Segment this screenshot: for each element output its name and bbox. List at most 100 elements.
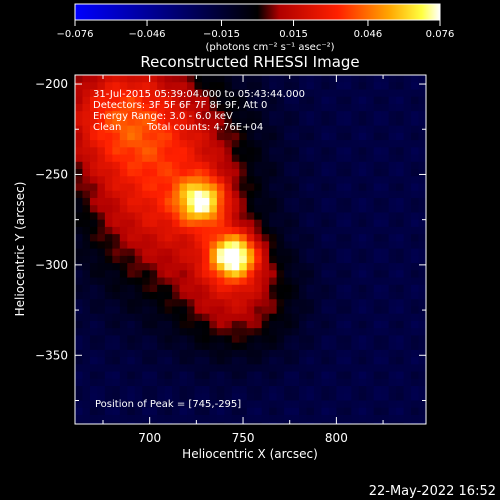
- heatmap-cell: [299, 270, 308, 279]
- heatmap-cell: [396, 422, 405, 424]
- heatmap-cell: [261, 154, 270, 163]
- heatmap-cell: [172, 335, 181, 344]
- heatmap-cell: [366, 205, 375, 213]
- heatmap-cell: [306, 248, 315, 257]
- heatmap-cell: [82, 386, 91, 394]
- heatmap-cell: [119, 335, 128, 344]
- heatmap-cell: [306, 277, 315, 286]
- heatmap-cell: [299, 349, 308, 358]
- heatmap-cell: [328, 132, 337, 141]
- heatmap-cell: [403, 161, 412, 170]
- heatmap-cell: [75, 342, 83, 351]
- heatmap-cell: [381, 190, 390, 199]
- heatmap-cell: [276, 407, 285, 416]
- heatmap-cell: [396, 234, 405, 242]
- heatmap-cell: [351, 234, 360, 242]
- heatmap-cell: [142, 234, 151, 242]
- heatmap-cell: [89, 89, 98, 98]
- heatmap-cell: [209, 328, 218, 336]
- heatmap-cell: [313, 248, 322, 257]
- heatmap-cell: [179, 75, 188, 83]
- heatmap-cell: [321, 147, 330, 156]
- heatmap-cell: [75, 226, 83, 235]
- heatmap-cell: [366, 291, 375, 300]
- heatmap-cell: [127, 270, 136, 279]
- heatmap-cell: [418, 241, 426, 250]
- heatmap-cell: [358, 219, 367, 228]
- heatmap-cell: [231, 219, 240, 228]
- heatmap-cell: [411, 407, 420, 416]
- heatmap-cell: [373, 96, 382, 105]
- heatmap-cell: [172, 147, 181, 156]
- heatmap-cell: [381, 328, 390, 336]
- heatmap-cell: [239, 371, 248, 380]
- heatmap-cell: [89, 147, 98, 156]
- heatmap-cell: [299, 313, 308, 322]
- heatmap-cell: [299, 299, 308, 307]
- heatmap-cell: [157, 342, 166, 351]
- heatmap-cell: [396, 169, 405, 177]
- heatmap-cell: [291, 190, 300, 199]
- heatmap-cell: [343, 132, 352, 141]
- heatmap-cell: [411, 378, 420, 387]
- heatmap-cell: [246, 313, 255, 322]
- heatmap-cell: [284, 320, 293, 329]
- heatmap-cell: [179, 263, 188, 271]
- heatmap-cell: [149, 407, 158, 416]
- heatmap-cell: [134, 364, 143, 373]
- heatmap-cell: [112, 328, 121, 336]
- heatmap-cell: [75, 414, 83, 423]
- heatmap-cell: [246, 306, 255, 315]
- heatmap-cell: [201, 219, 210, 228]
- heatmap-cell: [396, 386, 405, 394]
- heatmap-cell: [157, 306, 166, 315]
- heatmap-cell: [201, 400, 210, 409]
- heatmap-cell: [373, 234, 382, 242]
- heatmap-cell: [157, 393, 166, 401]
- heatmap-cell: [187, 219, 195, 228]
- heatmap-cell: [328, 219, 337, 228]
- heatmap-cell: [328, 161, 337, 170]
- heatmap-cell: [142, 205, 151, 213]
- heatmap-cell: [381, 306, 390, 315]
- heatmap-cell: [231, 320, 240, 329]
- heatmap-cell: [201, 176, 210, 184]
- heatmap-cell: [246, 320, 255, 329]
- heatmap-cell: [149, 161, 158, 170]
- heatmap-cell: [164, 118, 173, 127]
- heatmap-cell: [82, 407, 91, 416]
- heatmap-cell: [239, 378, 248, 387]
- heatmap-cell: [231, 284, 240, 293]
- heatmap-cell: [224, 378, 233, 387]
- heatmap-cell: [142, 284, 151, 293]
- heatmap-cell: [134, 313, 143, 322]
- heatmap-cell: [306, 255, 315, 264]
- heatmap-cell: [306, 96, 315, 105]
- heatmap-cell: [351, 400, 360, 409]
- heatmap-cell: [239, 407, 248, 416]
- heatmap-cell: [187, 96, 195, 105]
- heatmap-cell: [75, 96, 83, 105]
- heatmap-cell: [388, 241, 397, 250]
- heatmap-cell: [388, 82, 397, 90]
- heatmap-cell: [381, 291, 390, 300]
- heatmap-cell: [373, 386, 382, 394]
- heatmap-cell: [321, 284, 330, 293]
- heatmap-cell: [254, 349, 263, 358]
- heatmap-cell: [127, 176, 136, 184]
- heatmap-cell: [254, 284, 263, 293]
- heatmap-cell: [388, 183, 397, 192]
- heatmap-cell: [119, 197, 128, 206]
- heatmap-cell: [299, 190, 308, 199]
- heatmap-cell: [403, 234, 412, 242]
- heatmap-cell: [82, 291, 91, 300]
- heatmap-cell: [216, 183, 225, 192]
- heatmap-cell: [343, 248, 352, 257]
- heatmap-cell: [209, 371, 218, 380]
- heatmap-cell: [194, 263, 203, 271]
- heatmap-cell: [388, 364, 397, 373]
- heatmap-cell: [358, 320, 367, 329]
- heatmap-cell: [321, 169, 330, 177]
- heatmap-cell: [321, 75, 330, 83]
- heatmap-cell: [261, 349, 270, 358]
